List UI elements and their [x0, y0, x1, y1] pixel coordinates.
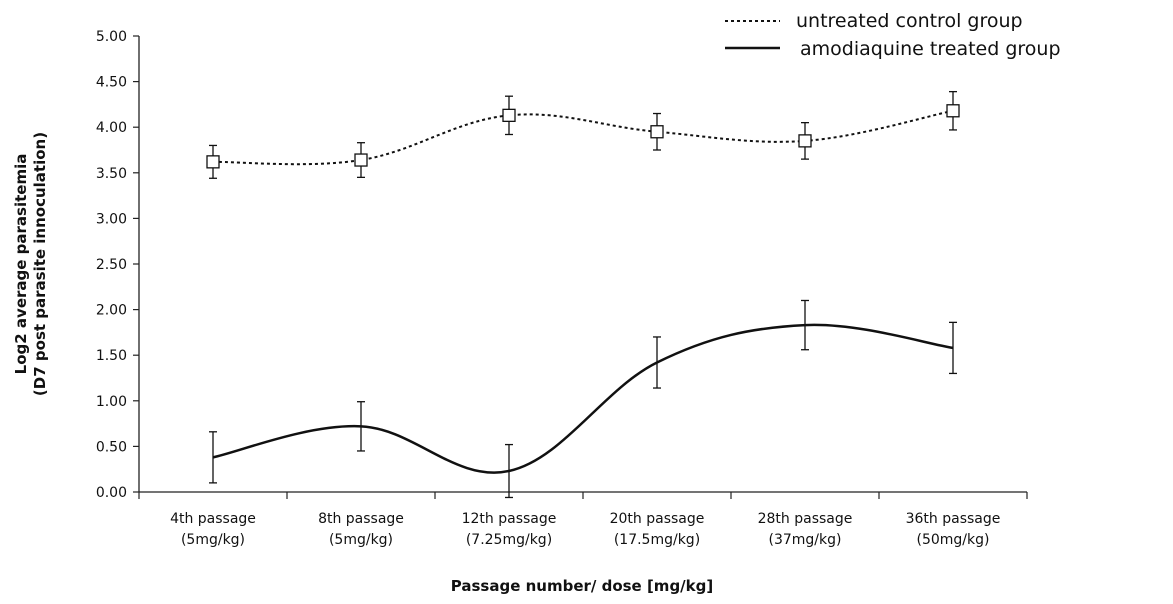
- data-point-marker: [946, 104, 960, 118]
- x-tick-label: 8th passage: [318, 511, 404, 527]
- y-tick-label: 5.00: [96, 29, 127, 45]
- x-tick-label: 4th passage: [170, 511, 256, 527]
- y-axis-ticks: 0.00 0.50 1.00 1.50 2.00 2.50 3.00 3.50 4.00 4.50…: [96, 29, 139, 501]
- y-tick-label: 2.00: [96, 303, 127, 319]
- x-tick-sublabel: (37mg/kg): [769, 532, 842, 548]
- y-axis-title-line2: (D7 post parasite innoculation): [31, 132, 49, 396]
- data-point-marker: [206, 155, 220, 169]
- series-untreated: [206, 90, 960, 179]
- x-axis-title: Passage number/ dose [mg/kg]: [451, 577, 713, 595]
- legend: untreated control group amodiaquine trea…: [725, 10, 1061, 60]
- x-tick-sublabel: (50mg/kg): [917, 532, 990, 548]
- series-line-untreated: [212, 109, 954, 166]
- y-tick-label: 4.00: [96, 120, 127, 136]
- y-axis-title-line1: Log2 average parasitemia: [12, 154, 30, 375]
- data-point-marker: [354, 153, 368, 167]
- x-tick-sublabel: (7.25mg/kg): [466, 532, 552, 548]
- y-tick-label: 3.50: [96, 166, 127, 182]
- y-tick-label: 1.00: [96, 394, 127, 410]
- x-tick-sublabel: (5mg/kg): [181, 532, 245, 548]
- data-point-marker: [650, 125, 664, 139]
- x-tick-label: 36th passage: [906, 511, 1001, 527]
- legend-label-amodiaquine: amodiaquine treated group: [800, 38, 1061, 60]
- y-tick-label: 0.00: [96, 485, 127, 501]
- y-tick-label: 3.00: [96, 211, 127, 227]
- x-tick-label: 20th passage: [610, 511, 705, 527]
- y-tick-label: 1.50: [96, 348, 127, 364]
- x-tick-label: 12th passage: [462, 511, 557, 527]
- data-point-marker: [798, 134, 812, 148]
- series-amodiaquine: [209, 299, 957, 499]
- x-tick-sublabel: (5mg/kg): [329, 532, 393, 548]
- legend-label-untreated: untreated control group: [796, 10, 1023, 32]
- x-tick-sublabel: (17.5mg/kg): [614, 532, 700, 548]
- series-layer: [206, 90, 960, 499]
- x-tick-label: 28th passage: [758, 511, 853, 527]
- x-axis-ticks: 4th passage (5mg/kg) 8th passage (5mg/kg) 12…: [138, 492, 1028, 548]
- y-tick-label: 0.50: [96, 439, 127, 455]
- series-line-amodiaquine: [212, 323, 954, 474]
- y-tick-label: 4.50: [96, 75, 127, 91]
- data-point-marker: [502, 108, 516, 122]
- y-tick-label: 2.50: [96, 257, 127, 273]
